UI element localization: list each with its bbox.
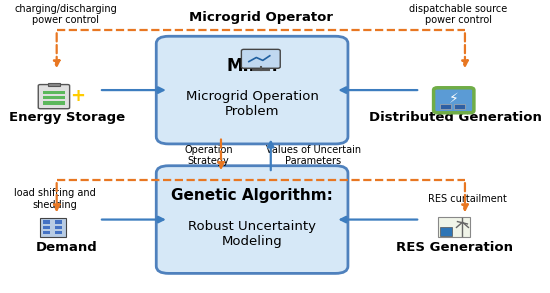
FancyBboxPatch shape xyxy=(440,104,451,109)
FancyBboxPatch shape xyxy=(39,85,70,109)
Text: dispatchable source
power control: dispatchable source power control xyxy=(409,4,507,25)
FancyBboxPatch shape xyxy=(438,217,470,237)
FancyBboxPatch shape xyxy=(55,226,62,229)
FancyBboxPatch shape xyxy=(48,83,60,86)
Text: Microgrid Operation
Problem: Microgrid Operation Problem xyxy=(186,90,318,118)
Text: Demand: Demand xyxy=(36,241,97,254)
Text: ⚡: ⚡ xyxy=(449,92,459,106)
Text: Operation
Strategy: Operation Strategy xyxy=(184,145,233,166)
FancyBboxPatch shape xyxy=(156,166,348,273)
Text: +: + xyxy=(70,88,85,105)
FancyBboxPatch shape xyxy=(43,96,65,99)
FancyBboxPatch shape xyxy=(43,220,50,224)
Text: RES curtailment: RES curtailment xyxy=(428,194,507,204)
Text: Distributed Generation: Distributed Generation xyxy=(368,111,541,124)
Text: Robust Uncertainty
Modeling: Robust Uncertainty Modeling xyxy=(188,219,316,248)
FancyBboxPatch shape xyxy=(43,101,65,105)
Text: Microgrid Operator: Microgrid Operator xyxy=(189,11,333,24)
FancyBboxPatch shape xyxy=(43,231,50,234)
Text: Genetic Algorithm:: Genetic Algorithm: xyxy=(171,188,333,203)
FancyBboxPatch shape xyxy=(454,104,465,109)
Text: MILP:: MILP: xyxy=(226,57,278,75)
FancyBboxPatch shape xyxy=(433,88,474,113)
Text: Values of Uncertain
Parameters: Values of Uncertain Parameters xyxy=(266,145,361,166)
FancyBboxPatch shape xyxy=(156,36,348,144)
FancyBboxPatch shape xyxy=(55,220,62,224)
FancyBboxPatch shape xyxy=(55,231,62,234)
Text: load shifting and
shedding: load shifting and shedding xyxy=(14,188,96,210)
FancyBboxPatch shape xyxy=(43,91,65,94)
Text: charging/discharging
power control: charging/discharging power control xyxy=(14,4,117,25)
Text: Energy Storage: Energy Storage xyxy=(9,111,125,124)
FancyBboxPatch shape xyxy=(440,227,453,236)
FancyBboxPatch shape xyxy=(43,226,50,229)
FancyBboxPatch shape xyxy=(241,49,280,68)
Text: RES Generation: RES Generation xyxy=(397,241,514,254)
FancyBboxPatch shape xyxy=(40,218,66,237)
